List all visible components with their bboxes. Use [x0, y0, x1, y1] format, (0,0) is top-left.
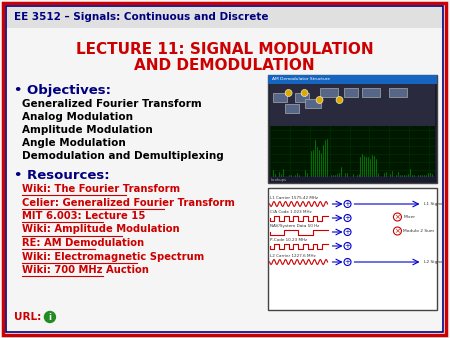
Text: Wiki: Amplitude Modulation: Wiki: Amplitude Modulation — [22, 224, 180, 235]
Text: AM Demodulator Structure: AM Demodulator Structure — [272, 77, 330, 81]
Bar — [284, 104, 299, 113]
Bar — [295, 93, 309, 102]
Text: LECTURE 11: SIGNAL MODULATION: LECTURE 11: SIGNAL MODULATION — [76, 43, 374, 57]
Circle shape — [344, 215, 351, 221]
Text: Generalized Fourier Transform: Generalized Fourier Transform — [22, 99, 202, 109]
Text: +: + — [345, 243, 351, 249]
Bar — [270, 84, 436, 126]
Circle shape — [336, 97, 343, 103]
Text: Wiki: The Fourier Transform: Wiki: The Fourier Transform — [22, 184, 180, 194]
Text: NAV/System Data 50 Hz: NAV/System Data 50 Hz — [270, 224, 319, 228]
Text: Mixer: Mixer — [404, 215, 415, 219]
Bar — [268, 75, 437, 183]
Text: MIT 6.003: Lecture 15: MIT 6.003: Lecture 15 — [22, 211, 145, 221]
Text: Angle Modulation: Angle Modulation — [22, 138, 126, 148]
Circle shape — [344, 228, 351, 236]
Text: +: + — [345, 215, 351, 221]
Text: i: i — [49, 313, 51, 321]
Text: Lookups: Lookups — [270, 178, 287, 182]
Bar — [268, 75, 437, 84]
Text: L1 Signal: L1 Signal — [424, 202, 445, 206]
Circle shape — [344, 259, 351, 266]
Text: +: + — [345, 229, 351, 235]
Text: Celier: Generalized Fourier Transform: Celier: Generalized Fourier Transform — [22, 197, 235, 208]
Circle shape — [285, 90, 292, 97]
Bar — [343, 88, 357, 97]
Circle shape — [393, 213, 401, 221]
Bar — [6, 6, 443, 28]
Text: Demodulation and Demultiplexing: Demodulation and Demultiplexing — [22, 151, 224, 161]
Circle shape — [316, 97, 323, 103]
Bar — [305, 99, 320, 108]
Text: P-Code 10.23 MHz: P-Code 10.23 MHz — [270, 238, 307, 242]
Bar — [389, 88, 407, 97]
Circle shape — [344, 242, 351, 249]
Text: RE: AM Demodulation: RE: AM Demodulation — [22, 238, 144, 248]
Text: AND DEMODULATION: AND DEMODULATION — [135, 58, 315, 73]
Bar — [273, 93, 287, 102]
Text: EE 3512 – Signals: Continuous and Discrete: EE 3512 – Signals: Continuous and Discre… — [14, 12, 269, 22]
Circle shape — [301, 90, 308, 97]
Text: Wiki: Electromagnetic Spectrum: Wiki: Electromagnetic Spectrum — [22, 251, 204, 262]
Bar — [268, 188, 437, 310]
Circle shape — [45, 312, 55, 322]
Text: ×: × — [395, 228, 400, 234]
Text: +: + — [345, 259, 351, 265]
Bar — [363, 88, 380, 97]
Text: L2 Signal: L2 Signal — [424, 260, 445, 264]
Text: URL:: URL: — [14, 312, 41, 322]
Text: • Objectives:: • Objectives: — [14, 84, 111, 97]
Text: Analog Modulation: Analog Modulation — [22, 112, 133, 122]
Circle shape — [393, 227, 401, 235]
Text: ×: × — [395, 214, 400, 220]
Text: C/A Code 1.023 MHz: C/A Code 1.023 MHz — [270, 210, 311, 214]
Text: Wiki: 700 MHz Auction: Wiki: 700 MHz Auction — [22, 265, 149, 275]
Text: L1 Carrier 1575.42 MHz: L1 Carrier 1575.42 MHz — [270, 196, 318, 200]
Text: +: + — [345, 201, 351, 207]
Text: Modulo 2 Sum: Modulo 2 Sum — [404, 229, 434, 233]
Text: • Resources:: • Resources: — [14, 169, 110, 182]
Text: L2 Carrier 1227.6 MHz: L2 Carrier 1227.6 MHz — [270, 254, 315, 258]
Text: Amplitude Modulation: Amplitude Modulation — [22, 125, 153, 135]
Bar — [270, 126, 436, 176]
Circle shape — [344, 200, 351, 208]
Bar — [320, 88, 338, 97]
